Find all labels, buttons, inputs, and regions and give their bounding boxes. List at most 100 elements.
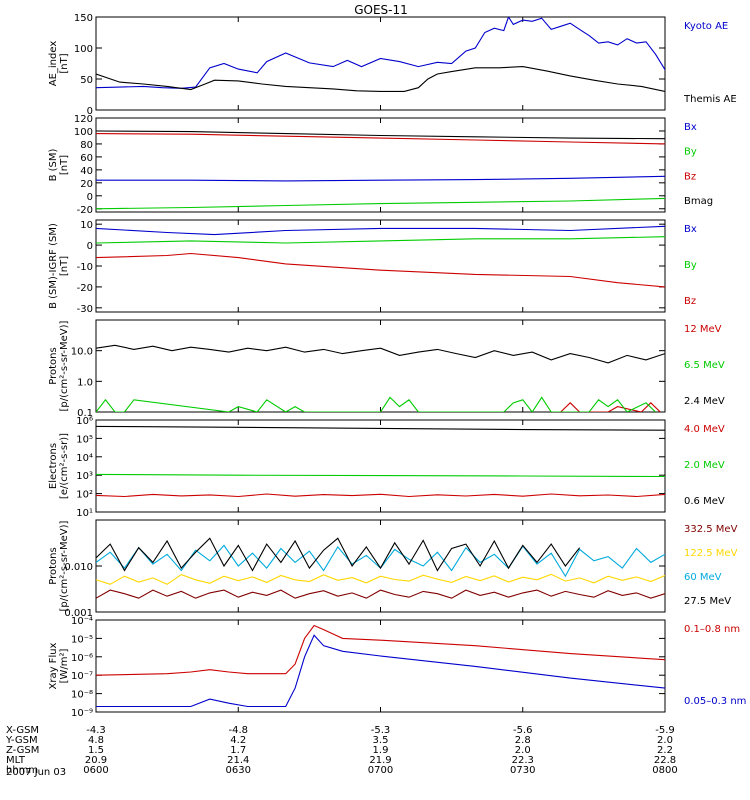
x-tick-label: 3.5: [373, 735, 389, 746]
legend-entry: 2.0 MeV: [684, 460, 725, 471]
x-row-label: Z-GSM: [6, 745, 39, 756]
legend-entry: 122.5 MeV: [684, 548, 738, 559]
y-axis-label: [nT]: [59, 155, 70, 175]
series-line: [96, 236, 665, 244]
series-line: [560, 402, 661, 412]
x-tick-label: 21.4: [227, 755, 249, 766]
y-axis-label: Protons: [48, 347, 59, 384]
y-tick-label: -20: [77, 283, 93, 294]
y-tick-label: 10.0: [71, 347, 93, 358]
legend-entry: Bz: [684, 171, 696, 182]
series-line: [96, 197, 665, 210]
y-axis-label: [nT]: [59, 256, 70, 276]
series-line: [96, 425, 665, 431]
y-axis-label: [p/(cm²-s-sr-MeV)]: [59, 520, 70, 611]
series-line: [96, 573, 665, 585]
panel-frame: [95, 16, 666, 111]
panel-frame: [95, 619, 666, 713]
y-tick-label: 0.010: [64, 562, 93, 573]
y-tick-label: 100: [74, 44, 93, 55]
footer-date: 2007 Jun 03: [6, 767, 66, 778]
legend-entry: By: [684, 147, 697, 158]
legend-entry: Bz: [684, 296, 696, 307]
y-tick-label: 10³: [76, 471, 93, 482]
legend-entry: Bx: [684, 224, 697, 235]
y-axis-label: [e/(cm²-s-sr)]: [59, 433, 70, 499]
y-tick-label: -10: [77, 262, 93, 273]
x-tick-label: 22.8: [654, 755, 676, 766]
x-tick-label: 2.0: [657, 735, 673, 746]
y-axis-label: [p/(cm²-s-sr-MeV)]: [59, 320, 70, 411]
panel-1: 0 50 100 150 AE_index [nT] Kyoto AE Themis AE: [48, 13, 737, 117]
y-tick-label: 10⁻⁶: [71, 653, 93, 664]
legend-entry: 60 MeV: [684, 572, 722, 583]
y-tick-label: 10: [80, 220, 93, 231]
series-line: [96, 66, 665, 92]
y-axis-label: Electrons: [48, 443, 59, 489]
y-axis-label: AE_index: [48, 41, 59, 87]
legend-entry: 0.6 MeV: [684, 496, 725, 507]
y-tick-label: 20: [80, 179, 93, 190]
x-tick-label: 1.9: [373, 745, 389, 756]
series-line: [96, 133, 665, 145]
y-tick-label: 150: [74, 13, 93, 24]
x-row-label: X-GSM: [6, 725, 39, 736]
series-line: [96, 473, 665, 478]
series-line: [96, 544, 665, 578]
series-line: [96, 17, 665, 89]
panel-frame: [95, 219, 666, 313]
series-line: [96, 252, 665, 288]
y-axis-label: Xray Flux: [48, 642, 59, 689]
y-tick-label: 0: [87, 192, 93, 203]
y-tick-label: 10⁻⁹: [71, 708, 93, 719]
y-tick-label: 120: [74, 114, 93, 125]
x-tick-label: 2.8: [515, 735, 531, 746]
y-tick-label: 50: [80, 75, 93, 86]
series-line: [96, 634, 665, 708]
x-tick-label: 0630: [226, 765, 251, 776]
panel-frame: [95, 319, 666, 413]
y-tick-label: -20: [77, 205, 93, 216]
legend-entry: 6.5 MeV: [684, 360, 725, 371]
y-axis-label: Protons: [48, 547, 59, 584]
y-tick-label: 80: [80, 140, 93, 151]
y-tick-label: 0.1: [77, 408, 93, 419]
series-line: [96, 130, 665, 140]
x-row-label: Y-GSM: [5, 735, 38, 746]
panel-frame: [95, 419, 666, 513]
series-line: [96, 589, 665, 599]
x-tick-label: 0600: [83, 765, 108, 776]
series-line: [96, 225, 665, 236]
x-tick-label: -5.3: [371, 725, 391, 736]
y-tick-label: 10¹: [76, 508, 93, 519]
series-line: [96, 537, 581, 572]
y-tick-label: 10⁻⁷: [71, 671, 93, 682]
panel-frame: [95, 519, 666, 613]
legend-entry: 0.05–0.3 nm: [684, 696, 746, 707]
series-line: [96, 344, 665, 364]
x-row-label: hhmm: [6, 765, 38, 776]
legend-entry: Themis AE: [683, 94, 737, 105]
x-tick-label: -5.6: [513, 725, 533, 736]
panel-2: -20 0 20 40 60 80 100 120 B (SM) [nT] Bx By Bz Bmag: [48, 114, 713, 216]
x-tick-label: 0730: [510, 765, 535, 776]
y-axis-label: [nT]: [59, 53, 70, 73]
legend-entry: Bmag: [684, 196, 713, 207]
y-tick-label: 100: [74, 127, 93, 138]
plot-title: GOES-11: [354, 3, 408, 17]
y-tick-label: 10⁴: [76, 453, 93, 464]
y-tick-label: 10⁶: [76, 416, 93, 427]
y-axis-label: B (SM)-IGRF (SM): [48, 223, 59, 309]
y-tick-label: 1.0: [77, 377, 93, 388]
panel-7: 10⁻⁹ 10⁻⁸ 10⁻⁷ 10⁻⁶ 10⁻⁵ 10⁻⁴ Xray Flux [W/m²] 0…: [48, 616, 746, 719]
legend-entry: By: [684, 260, 697, 271]
panel-5: 10¹ 10² 10³ 10⁴ 10⁵ 10⁶ Electrons [e/(cm²-s-sr)…: [48, 416, 725, 519]
panel-frame: [95, 117, 666, 213]
legend-entry: 4.0 MeV: [684, 424, 725, 435]
x-tick-label: 1.7: [230, 745, 246, 756]
legend-entry: Kyoto AE: [684, 21, 728, 32]
x-tick-label: 4.8: [88, 735, 104, 746]
